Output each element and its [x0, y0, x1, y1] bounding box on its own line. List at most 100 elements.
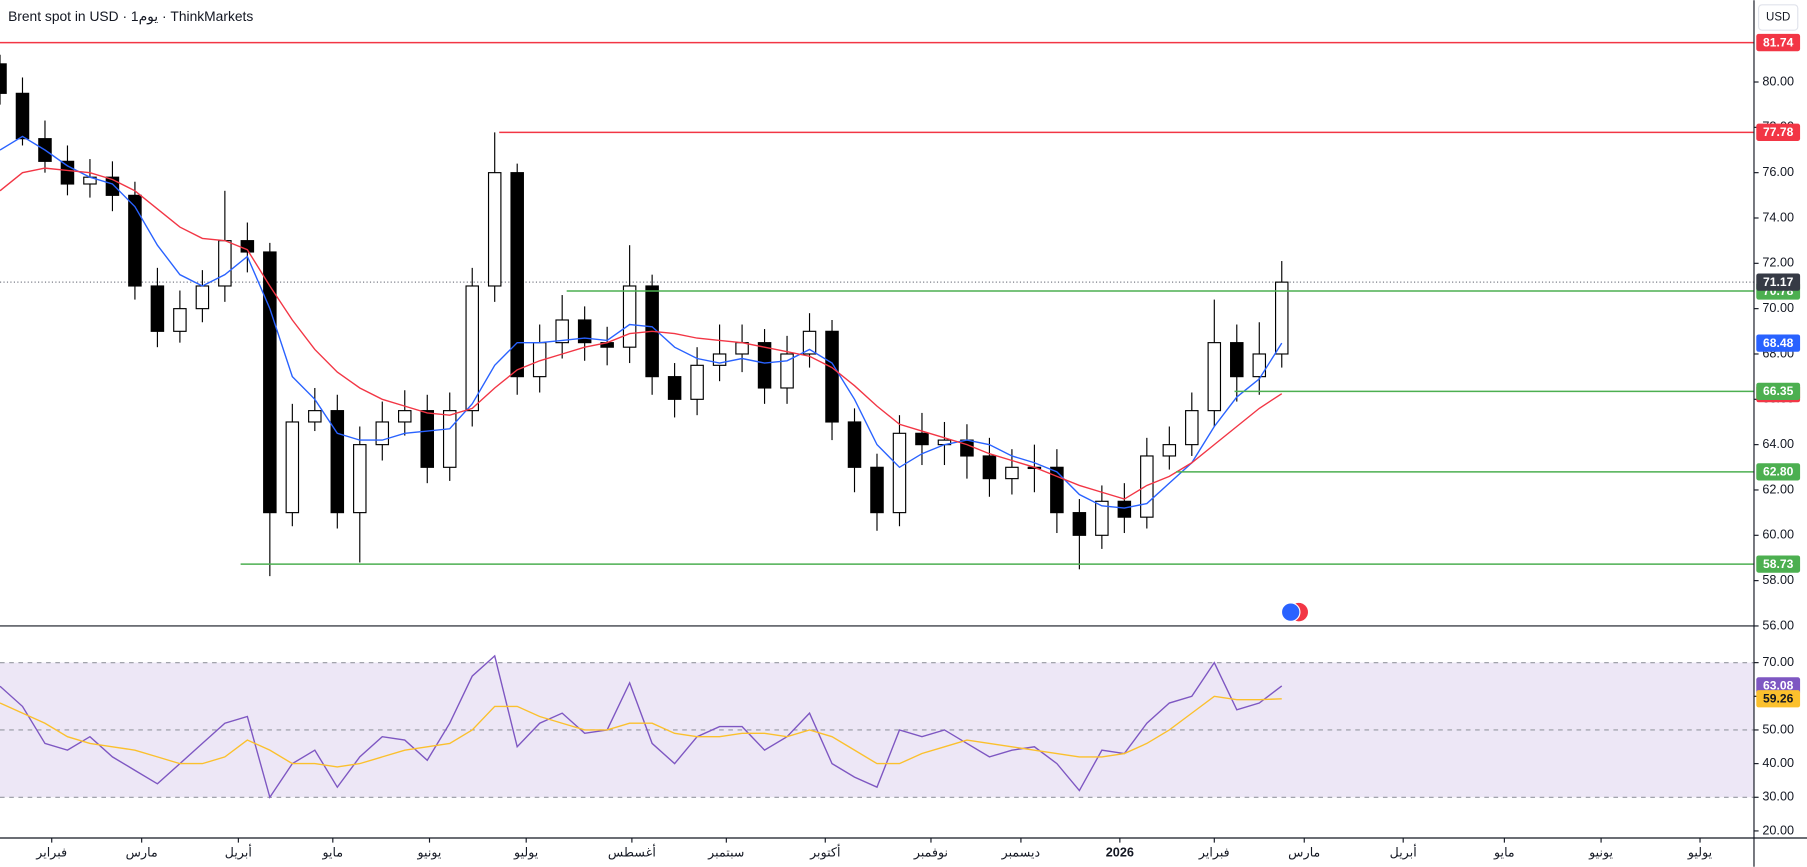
candle-body: [1140, 455, 1154, 518]
candle-body: [892, 432, 907, 514]
price-tag-label: 66.35: [1763, 384, 1794, 398]
candle-body: [1275, 281, 1289, 355]
candle-body: [128, 194, 142, 287]
candle-body: [982, 455, 997, 480]
chart-title: Brent spot in USD · 1يوم · ThinkMarkets: [8, 8, 253, 25]
y-tick-label: 70.00: [1762, 301, 1794, 315]
candle-body: [60, 160, 75, 185]
candle-body: [757, 342, 772, 389]
currency-label[interactable]: USD: [1766, 12, 1790, 24]
price-tag-label: 77.78: [1763, 125, 1794, 139]
event-flag[interactable]: [1280, 602, 1301, 622]
y-tick-label: 20.00: [1762, 823, 1794, 837]
candle-body: [847, 421, 862, 468]
candle-body: [285, 421, 300, 514]
candle-body: [263, 251, 277, 514]
candle-body: [1207, 342, 1222, 412]
candle-body: [555, 319, 569, 344]
price-tag: [1756, 382, 1801, 401]
candle-body: [577, 319, 592, 344]
price-tag: [1756, 690, 1801, 708]
candle-body: [1252, 353, 1267, 378]
y-tick-label: 30.00: [1762, 790, 1794, 804]
x-tick-label: أبريل: [225, 843, 252, 860]
background-layer: [0, 281, 1754, 798]
candle-body: [825, 330, 839, 423]
x-tick-label: نوفمبر: [913, 845, 948, 860]
x-tick-label: يونيو: [1588, 845, 1613, 860]
candle-body: [870, 466, 884, 514]
x-tick-label: مايو: [1493, 845, 1515, 860]
candle-body: [398, 410, 412, 423]
candle-body: [712, 353, 727, 366]
candle-body: [510, 172, 524, 378]
candle-body: [330, 410, 345, 514]
x-tick-label: ديسمبر: [1001, 845, 1041, 860]
candle-body: [667, 376, 682, 400]
candle-body: [218, 240, 232, 287]
candle-body: [15, 92, 30, 140]
candle-body: [0, 63, 7, 94]
x-tick-label: أكتوبر: [809, 843, 840, 860]
candle-body: [690, 364, 704, 400]
candle-body: [465, 285, 479, 412]
candle-body: [1162, 444, 1177, 457]
x-tick-label: مايو: [321, 845, 343, 860]
candle-body: [195, 285, 210, 310]
x-tick-label: أغسطس: [608, 843, 656, 860]
x-tick-label: يوليو: [513, 845, 539, 860]
x-tick-label: فبراير: [35, 845, 67, 860]
price-tag-label: 58.73: [1763, 557, 1794, 571]
y-tick-label: 40.00: [1762, 756, 1794, 770]
candle-body: [915, 432, 929, 446]
x-tick-label: يونيو: [417, 845, 442, 860]
y-tick-label: 50.00: [1762, 722, 1794, 736]
price-tag: [1756, 123, 1801, 141]
candle-body: [1230, 342, 1244, 378]
axis-layer: 56.0058.0060.0062.0064.0066.0068.0070.00…: [35, 0, 1807, 867]
candle-body: [442, 410, 457, 468]
candle-body: [735, 342, 749, 355]
price-tag-label: 59.26: [1763, 692, 1794, 706]
y-tick-label: 76.00: [1762, 165, 1794, 179]
y-tick-label: 58.00: [1762, 573, 1794, 587]
rsi-line: [0, 654, 1283, 799]
price-tag-label: 68.48: [1763, 336, 1794, 350]
y-tick-label: 80.00: [1762, 74, 1794, 88]
y-tick-label: 74.00: [1762, 210, 1794, 224]
y-tick-label: 56.00: [1762, 618, 1794, 632]
event-icon[interactable]: [1280, 602, 1309, 622]
x-tick-label: 2026: [1106, 845, 1134, 859]
price-tag-label: 71.17: [1763, 275, 1794, 289]
y-tick-label: 64.00: [1762, 437, 1794, 451]
candle-body: [1117, 500, 1132, 518]
x-tick-label: يوليو: [1687, 845, 1713, 860]
candle-body: [173, 308, 187, 332]
x-tick-label: فبراير: [1198, 845, 1230, 860]
moving-average: [0, 135, 1283, 509]
price-tag-label: 81.74: [1763, 35, 1794, 49]
price-tag: [1756, 334, 1801, 352]
candle-body: [1185, 410, 1199, 446]
candle-body: [487, 172, 502, 287]
currency-button[interactable]: [1758, 4, 1799, 31]
moving-average: [0, 167, 1283, 500]
price-tag-label: 63.08: [1763, 679, 1794, 693]
x-tick-label: مارس: [1288, 845, 1320, 860]
candle-body: [420, 410, 435, 468]
candle-body: [622, 285, 637, 348]
y-tick-label: 70.00: [1762, 655, 1794, 669]
plot-layer: [0, 41, 1754, 799]
y-tick-label: 60.00: [1762, 528, 1794, 542]
x-tick-label: سبتمبر: [707, 845, 744, 860]
candle-body: [960, 439, 974, 457]
candle-body: [780, 353, 794, 389]
candle-body: [308, 410, 322, 423]
price-tag: [1756, 33, 1801, 52]
rsi-line: [0, 695, 1282, 768]
candle-body: [1095, 500, 1109, 536]
price-tag: [1756, 273, 1801, 291]
price-scale: [1755, 0, 1807, 867]
x-tick-label: أبريل: [1390, 843, 1417, 860]
